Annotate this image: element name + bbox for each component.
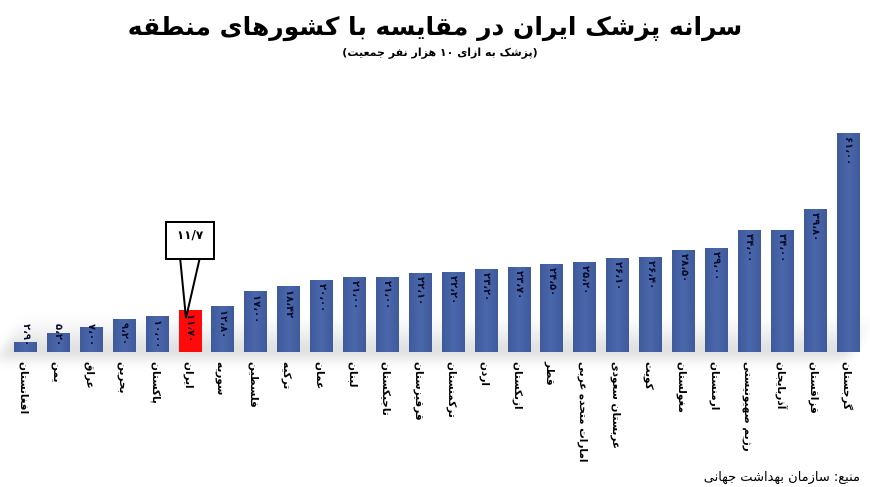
bar: ۳۹،۸۰: [803, 209, 827, 352]
bar: ۱۲،۸۰: [211, 306, 235, 352]
bar: ۲۱،۰۰: [375, 276, 399, 352]
bar: ۲۳،۷۰: [507, 266, 531, 352]
bar: ۱۰،۰۰: [145, 316, 169, 352]
bar: ۷،۰۰: [79, 324, 103, 352]
bar: ۳۴،۰۰: [737, 229, 761, 352]
bar: ۲۴،۵۰: [540, 264, 564, 352]
bar: ۲۱،۰۰: [343, 276, 366, 352]
bar: ۲۳،۲۰: [474, 268, 498, 352]
bar: ۲۲،۲۰: [441, 272, 465, 352]
bar: ۲،۹۰: [14, 324, 37, 352]
bar: ۱۸،۴۲: [277, 285, 301, 352]
chart-subtitle: (پزشک به ازای ۱۰ هزار نفر جمعیت): [342, 46, 538, 59]
bar: ۲۶،۴۰: [639, 257, 663, 352]
bar: ۵،۲۰: [46, 324, 70, 352]
bar: ۱۱،۷۰: [178, 309, 202, 352]
bar: ۲۹،۰۰: [704, 247, 728, 352]
bar: ۲۸،۵۰: [672, 249, 695, 352]
source-note: منبع: سازمان بهداشت جهانی: [703, 470, 860, 485]
bar: ۲۲،۱۰: [408, 272, 432, 352]
bar: ۲۵،۲۰: [573, 261, 597, 352]
bar: ۱۷،۰۰: [244, 290, 268, 352]
bar: ۳۴،۰۰: [770, 229, 794, 352]
bar: ۲۰،۰۰: [310, 280, 334, 352]
iran-callout-box: ۱۱/۷: [165, 221, 215, 260]
bar: ۶۱،۰۰: [836, 133, 860, 352]
bar: ۹،۲۰: [112, 318, 136, 352]
chart-title: سرانه پزشک ایران در مقایسه با کشورهای من…: [127, 12, 743, 41]
bar: ۲۶،۱۰: [606, 258, 630, 352]
